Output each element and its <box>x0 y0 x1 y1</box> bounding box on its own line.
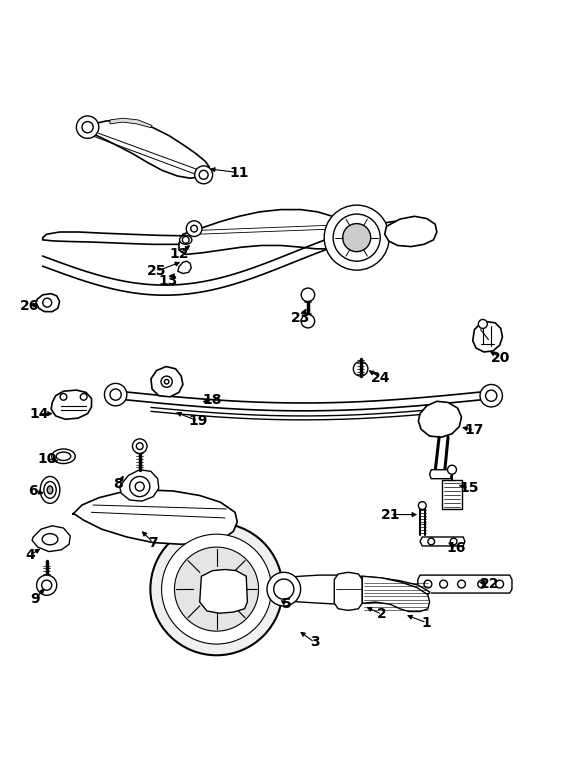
Circle shape <box>82 122 93 133</box>
Polygon shape <box>418 401 461 438</box>
Ellipse shape <box>40 477 60 504</box>
Circle shape <box>428 538 434 544</box>
Text: 8: 8 <box>114 478 123 491</box>
Polygon shape <box>420 537 465 546</box>
Circle shape <box>478 580 486 588</box>
Polygon shape <box>32 526 70 551</box>
Text: 25: 25 <box>147 265 166 278</box>
Polygon shape <box>110 118 152 128</box>
Circle shape <box>42 580 52 591</box>
Circle shape <box>450 538 457 544</box>
Circle shape <box>186 221 202 237</box>
Circle shape <box>133 439 147 454</box>
Circle shape <box>130 477 150 497</box>
Polygon shape <box>442 480 461 509</box>
Text: 20: 20 <box>491 351 510 365</box>
Text: 21: 21 <box>380 508 400 521</box>
Circle shape <box>60 394 67 400</box>
Text: 23: 23 <box>291 311 310 325</box>
Polygon shape <box>120 470 159 501</box>
Polygon shape <box>36 294 60 311</box>
Polygon shape <box>51 390 92 419</box>
Circle shape <box>301 288 315 301</box>
Circle shape <box>76 116 99 138</box>
Polygon shape <box>334 572 362 611</box>
Circle shape <box>457 580 465 588</box>
Polygon shape <box>151 367 183 397</box>
Circle shape <box>80 394 87 400</box>
Text: 15: 15 <box>459 481 479 495</box>
Text: 3: 3 <box>310 635 319 649</box>
Circle shape <box>496 580 504 588</box>
Circle shape <box>480 384 502 407</box>
Text: 18: 18 <box>203 393 223 408</box>
Ellipse shape <box>52 449 75 464</box>
Text: 11: 11 <box>229 165 249 180</box>
Polygon shape <box>43 232 247 245</box>
Circle shape <box>424 580 432 588</box>
Circle shape <box>135 482 144 491</box>
Ellipse shape <box>44 481 56 498</box>
Text: 1: 1 <box>422 616 432 630</box>
Circle shape <box>137 443 143 450</box>
Polygon shape <box>385 216 437 247</box>
Circle shape <box>199 171 208 179</box>
Circle shape <box>162 534 271 644</box>
Polygon shape <box>82 120 209 178</box>
Circle shape <box>447 465 456 474</box>
Circle shape <box>161 376 172 388</box>
Text: 2: 2 <box>377 608 387 621</box>
Circle shape <box>301 315 315 328</box>
Text: 5: 5 <box>282 598 292 611</box>
Text: 7: 7 <box>148 535 158 550</box>
Circle shape <box>43 298 52 307</box>
Circle shape <box>110 389 121 400</box>
Text: 26: 26 <box>20 299 39 313</box>
Circle shape <box>343 224 371 251</box>
Polygon shape <box>178 261 191 274</box>
Text: 22: 22 <box>480 577 499 591</box>
Ellipse shape <box>56 452 71 461</box>
Text: 9: 9 <box>31 591 40 606</box>
Text: 19: 19 <box>188 414 208 428</box>
Text: 6: 6 <box>29 484 38 498</box>
Ellipse shape <box>42 534 58 544</box>
Circle shape <box>274 579 294 599</box>
Polygon shape <box>72 490 237 544</box>
Circle shape <box>105 384 127 406</box>
Circle shape <box>324 205 389 270</box>
Text: 17: 17 <box>465 424 484 438</box>
Polygon shape <box>418 575 512 593</box>
Polygon shape <box>429 470 452 478</box>
Text: 4: 4 <box>25 548 35 562</box>
Text: 14: 14 <box>29 407 48 421</box>
Text: 13: 13 <box>158 274 178 288</box>
Circle shape <box>486 390 497 401</box>
Circle shape <box>418 501 426 510</box>
Circle shape <box>191 225 197 232</box>
Polygon shape <box>473 321 502 352</box>
Ellipse shape <box>47 486 53 494</box>
Circle shape <box>439 580 447 588</box>
Circle shape <box>202 575 230 603</box>
Polygon shape <box>362 576 429 611</box>
Text: 10: 10 <box>37 451 56 465</box>
Circle shape <box>165 379 169 384</box>
Circle shape <box>194 166 212 184</box>
Circle shape <box>333 214 380 261</box>
Circle shape <box>478 319 487 328</box>
Polygon shape <box>179 210 353 255</box>
Text: 16: 16 <box>446 541 465 555</box>
Ellipse shape <box>179 235 192 245</box>
Polygon shape <box>200 570 247 613</box>
Circle shape <box>37 575 57 595</box>
Text: 24: 24 <box>371 371 391 384</box>
Circle shape <box>353 361 368 376</box>
Circle shape <box>210 582 223 596</box>
Circle shape <box>182 237 189 243</box>
Circle shape <box>151 523 283 655</box>
Text: 12: 12 <box>169 248 189 261</box>
Circle shape <box>174 547 259 631</box>
Circle shape <box>267 572 301 606</box>
